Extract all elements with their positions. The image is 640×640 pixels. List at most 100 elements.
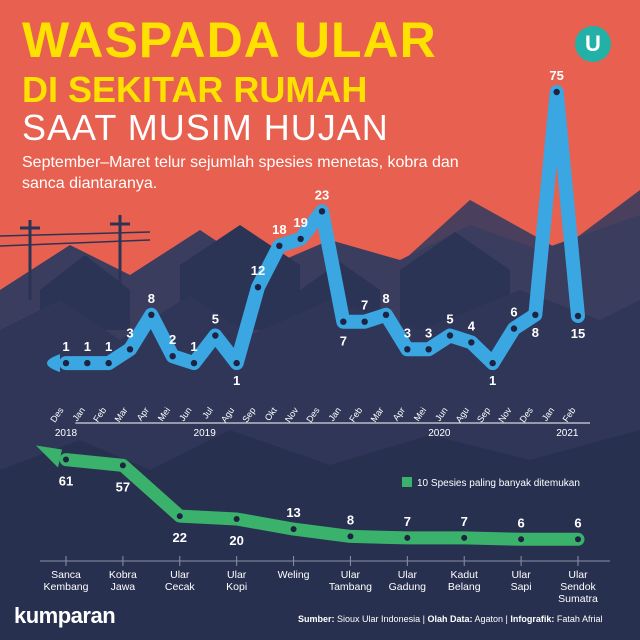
- line-series-path: [59, 85, 585, 371]
- species-tick-label: Kobra: [109, 569, 137, 581]
- species-tick-label: Ular: [511, 569, 531, 581]
- line-data-label: 8: [382, 291, 389, 306]
- line-tick-label: Apr: [135, 405, 151, 422]
- brand-logo-icon: U: [575, 26, 611, 62]
- year-label: 2018: [55, 428, 78, 439]
- line-data-label: 3: [404, 325, 411, 340]
- title-line-2: DI SEKITAR RUMAH: [22, 69, 368, 110]
- legend-label: 10 Spesies paling banyak ditemukan: [417, 478, 580, 489]
- line-data-label: 15: [571, 326, 585, 341]
- species-data-label: 6: [574, 515, 581, 530]
- species-point: [119, 462, 126, 469]
- species-point: [404, 534, 411, 541]
- line-point: [574, 312, 582, 320]
- line-tick-label: Sep: [240, 405, 257, 424]
- line-tick-label: Des: [304, 405, 322, 424]
- line-tick-label: Mei: [412, 405, 429, 423]
- line-point: [489, 359, 496, 367]
- species-tick-label: Tambang: [329, 581, 372, 593]
- line-data-label: 19: [293, 215, 307, 230]
- species-tick-label: Sanca: [51, 569, 81, 581]
- title-line-3: SAAT MUSIM HUJAN: [22, 107, 389, 148]
- line-data-label: 18: [272, 222, 286, 237]
- line-data-label: 1: [62, 339, 69, 354]
- line-data-label: 6: [510, 305, 517, 320]
- line-point: [382, 311, 390, 318]
- line-point: [468, 339, 475, 346]
- line-tick-label: Nov: [496, 405, 514, 424]
- species-point: [290, 526, 297, 533]
- data-label: Olah Data:: [427, 614, 473, 624]
- species-tick-label: Sumatra: [558, 593, 598, 605]
- species-tick-label: Ular: [568, 569, 588, 581]
- line-data-label: 1: [84, 339, 91, 354]
- species-tick-label: Ular: [341, 569, 361, 581]
- species-point: [518, 536, 525, 543]
- line-point: [169, 353, 176, 360]
- species-tick-label: Jawa: [111, 581, 136, 593]
- line-data-label: 7: [340, 334, 347, 349]
- data-value: Agaton: [474, 614, 504, 624]
- title-line-1: WASPADA ULAR: [22, 12, 437, 68]
- line-tick-label: Mar: [369, 405, 386, 423]
- line-data-label: 1: [233, 373, 240, 388]
- species-point: [461, 534, 468, 541]
- line-point: [276, 242, 283, 249]
- line-tick-label: Nov: [283, 405, 301, 424]
- species-tick-label: Ular: [398, 569, 418, 581]
- species-tick-label: Sendok: [560, 581, 596, 593]
- species-data-label: 8: [347, 512, 354, 527]
- line-point: [532, 311, 539, 318]
- line-tick-label: Sep: [475, 405, 492, 424]
- line-data-label: 12: [251, 263, 265, 278]
- line-tick-label: Jan: [540, 405, 557, 423]
- infographic-value: Fatah Afrial: [556, 614, 603, 624]
- line-data-label: 2: [169, 332, 176, 347]
- line-point: [62, 359, 70, 367]
- line-point: [212, 332, 219, 339]
- line-point: [126, 346, 134, 353]
- species-point: [233, 516, 240, 522]
- species-data-label: 13: [286, 505, 300, 520]
- line-tick-label: Jan: [326, 405, 343, 423]
- species-point: [575, 536, 581, 543]
- snake-head-line-icon: [47, 354, 60, 373]
- species-point: [347, 533, 354, 540]
- legend-swatch: [402, 477, 412, 487]
- line-point: [361, 318, 368, 325]
- species-tick-label: Sapi: [511, 581, 532, 593]
- line-data-label: 8: [532, 325, 539, 340]
- brand-name: kumparan: [14, 603, 116, 628]
- year-label: 2021: [556, 428, 579, 439]
- species-data-label: 22: [173, 530, 187, 545]
- line-data-label: 1: [489, 373, 496, 388]
- line-tick-label: Des: [48, 405, 66, 424]
- line-point: [190, 359, 198, 367]
- line-point: [105, 359, 112, 367]
- separator-2: |: [505, 614, 508, 624]
- line-tick-label: Jun: [433, 405, 450, 423]
- species-data-label: 7: [404, 514, 411, 529]
- line-point: [297, 235, 304, 243]
- species-tick-label: Belang: [448, 581, 481, 593]
- line-point: [553, 88, 560, 96]
- line-tick-label: Apr: [391, 405, 407, 422]
- source-label: Sumber:: [298, 614, 335, 624]
- subtitle: September–Maret telur sejumlah spesies m…: [22, 154, 459, 192]
- credits: Sumber: Sioux Ular Indonesia | Olah Data…: [298, 614, 602, 624]
- snake-head-species-icon: [36, 445, 62, 468]
- line-tick-label: Des: [518, 405, 536, 424]
- line-point: [425, 346, 432, 353]
- species-data-label: 6: [517, 515, 524, 530]
- year-label: 2019: [194, 428, 217, 439]
- species-tick-label: Weling: [278, 569, 310, 581]
- line-data-label: 3: [425, 325, 432, 340]
- species-series-path: [59, 453, 585, 546]
- line-point: [446, 332, 454, 339]
- species-point: [63, 456, 69, 463]
- species-tick-label: Ular: [170, 569, 190, 581]
- line-point: [84, 359, 91, 367]
- line-tick-label: Jul: [200, 405, 215, 420]
- species-tick-label: Kembang: [44, 581, 89, 593]
